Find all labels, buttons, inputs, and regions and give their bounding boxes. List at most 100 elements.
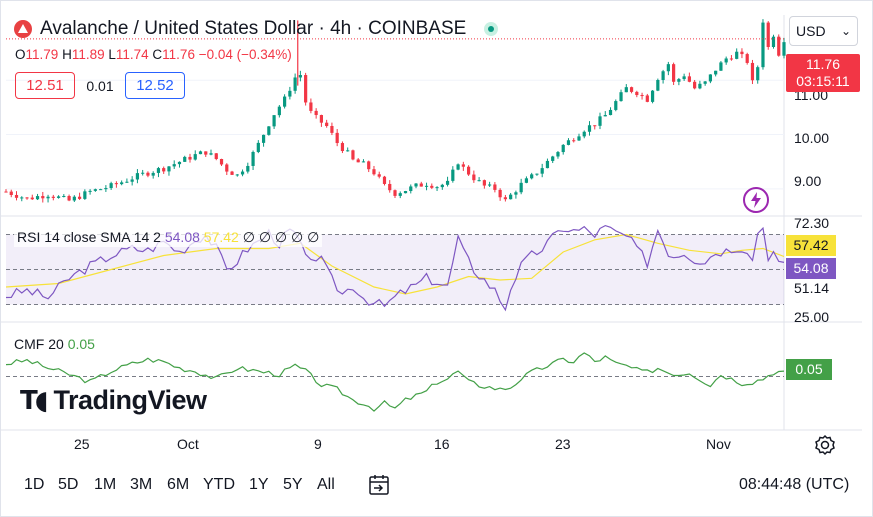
candle-up — [488, 184, 492, 186]
rsi-legend[interactable]: RSI 14 close SMA 14 2 54.08 57.42 ∅ ∅ ∅ … — [14, 228, 323, 247]
rsi-legend-sma: 57.42 — [203, 229, 239, 245]
candle-down — [367, 161, 371, 170]
candle-down — [687, 76, 691, 82]
candle-up — [666, 64, 670, 72]
cmf-value-tag: 0.05 — [786, 359, 832, 380]
candle-up — [414, 183, 418, 187]
candle-down — [230, 171, 234, 175]
candle-up — [35, 196, 40, 200]
open-label: O — [15, 47, 26, 62]
candle-up — [104, 188, 108, 190]
candle-down — [41, 196, 45, 199]
candle-down — [188, 156, 192, 160]
candle-down — [304, 75, 308, 103]
candle-down — [25, 197, 29, 199]
candle-down — [9, 191, 13, 195]
cmf-line — [5, 352, 785, 412]
candle-up — [524, 178, 529, 183]
timeframe-1d-button[interactable]: 1D — [24, 476, 45, 493]
timeframe-3m-button[interactable]: 3M — [130, 476, 153, 493]
market-status-icon[interactable] — [484, 22, 499, 36]
timeframe-ytd-button[interactable]: YTD — [203, 476, 235, 493]
timeframe-5d-button[interactable]: 5D — [58, 476, 79, 493]
low-label: L — [108, 47, 116, 62]
candle-up — [72, 196, 76, 201]
candle-down — [572, 140, 576, 142]
rsi-axis-label: 51.14 — [794, 280, 830, 296]
price-axis-label: 10.00 — [794, 130, 830, 146]
timeframe-1y-button[interactable]: 1Y — [249, 476, 269, 493]
candle-up — [614, 101, 618, 110]
candle-up — [440, 184, 444, 188]
timeframe-1m-button[interactable]: 1M — [94, 476, 117, 493]
time-axis-label: 25 — [74, 436, 90, 452]
utc-clock[interactable]: 08:44:48 (UTC) — [739, 476, 850, 493]
cmf-legend[interactable]: CMF 20 0.05 — [14, 336, 95, 352]
time-axis-label: 9 — [314, 436, 322, 452]
candle-up — [519, 182, 523, 193]
candle-down — [67, 195, 71, 201]
candle-up — [530, 174, 534, 179]
candle-up — [435, 187, 439, 189]
time-axis-label: Nov — [706, 436, 731, 452]
candle-up — [656, 79, 660, 91]
candle-down — [388, 183, 392, 191]
buy-button[interactable]: 12.52 — [125, 72, 185, 99]
candle-up — [545, 160, 550, 169]
candle-down — [498, 189, 502, 198]
timeframe-6m-button[interactable]: 6M — [167, 476, 190, 493]
candle-down — [340, 143, 345, 152]
candle-up — [135, 173, 140, 180]
candle-up — [724, 58, 728, 63]
candle-up — [703, 81, 707, 84]
rsi-sma-tag: 57.42 — [786, 235, 836, 256]
lightning-icon[interactable] — [742, 186, 770, 214]
candle-up — [624, 87, 628, 93]
candle-up — [540, 168, 544, 174]
candle-up — [551, 156, 555, 161]
candle-down — [466, 166, 471, 175]
candle-up — [20, 197, 24, 199]
price-axis-label: 9.00 — [794, 173, 822, 189]
candle-up — [56, 196, 61, 198]
timeframe-5y-button[interactable]: 5Y — [283, 476, 303, 493]
candle-down — [214, 153, 218, 159]
sell-button[interactable]: 12.51 — [15, 72, 75, 99]
candle-down — [629, 87, 634, 92]
settings-gear-icon[interactable] — [814, 434, 836, 456]
chevron-down-icon: ⌄ — [840, 24, 851, 38]
candle-up — [193, 154, 197, 160]
time-axis-label: 23 — [555, 436, 571, 452]
time-axis-label: 16 — [434, 436, 450, 452]
candle-down — [745, 54, 749, 63]
candle-up — [183, 156, 187, 162]
candle-up — [608, 109, 613, 116]
candle-up — [509, 194, 513, 200]
candle-up — [277, 106, 281, 116]
rsi-sma-line — [5, 233, 785, 295]
candle-down — [461, 164, 465, 167]
symbol-header[interactable]: Avalanche / United States Dollar · 4h · … — [14, 16, 499, 42]
timeframe-all-button[interactable]: All — [317, 476, 335, 493]
candle-up — [556, 152, 560, 157]
rsi-value-tag: 54.08 — [786, 258, 836, 279]
candle-up — [151, 172, 155, 176]
candle-up — [714, 70, 718, 75]
candle-down — [162, 168, 166, 172]
candle-up — [661, 71, 665, 80]
candle-down — [672, 64, 676, 82]
rsi-axis-label: 25.00 — [794, 309, 830, 325]
symbol-title[interactable]: Avalanche / United States Dollar · 4h · … — [40, 18, 467, 39]
candle-up — [209, 153, 213, 155]
date-range-calendar-icon[interactable] — [367, 473, 391, 497]
candle-up — [650, 90, 655, 102]
currency-select[interactable]: USD ⌄ — [789, 16, 858, 46]
candle-up — [535, 173, 539, 175]
candle-up — [198, 151, 203, 155]
candle-up — [445, 180, 450, 185]
candle-down — [503, 197, 507, 200]
candle-down — [593, 125, 597, 127]
candle-up — [719, 62, 723, 71]
candle-down — [314, 110, 318, 116]
